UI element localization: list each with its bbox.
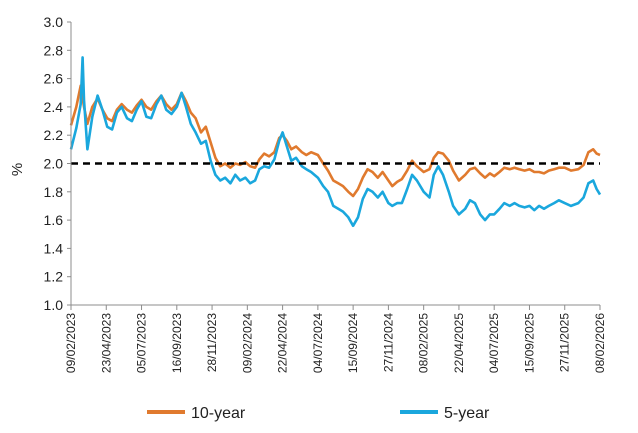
y-tick-label: 1.8 xyxy=(44,184,64,200)
x-tick-label: 27/11/2025 xyxy=(558,313,572,372)
x-tick-label: 05/07/2023 xyxy=(135,313,149,373)
y-tick-label: 2.2 xyxy=(44,127,64,143)
x-tick-label: 08/02/2025 xyxy=(417,313,431,373)
x-tick-label: 16/09/2023 xyxy=(170,313,184,373)
x-tick-label: 09/02/2023 xyxy=(64,313,78,373)
x-tick-label: 22/04/2025 xyxy=(452,313,466,373)
y-tick-label: 2.8 xyxy=(44,42,64,58)
x-tick-label: 15/09/2024 xyxy=(346,313,360,373)
x-axis: 09/02/2023 23/04/2023 05/07/2023 16/09/2023… xyxy=(64,304,607,373)
x-tick-label: 04/07/2025 xyxy=(487,313,501,373)
x-tick-label: 22/04/2024 xyxy=(276,313,290,373)
x-tick-label: 23/04/2023 xyxy=(99,313,113,373)
series-line-5-year xyxy=(69,56,602,228)
y-tick-label: 2.0 xyxy=(44,156,64,172)
y-tick-label: 1.0 xyxy=(44,297,64,313)
x-tick-label: 28/11/2023 xyxy=(205,313,219,372)
y-axis-label: % xyxy=(9,163,26,176)
x-tick-label: 04/07/2024 xyxy=(311,313,325,373)
x-tick-label: 08/02/2026 xyxy=(593,313,607,373)
y-tick-label: 3.0 xyxy=(44,14,64,30)
y-tick-label: 2.6 xyxy=(44,71,64,87)
y-tick-label: 1.2 xyxy=(44,269,64,285)
x-tick-label: 09/02/2024 xyxy=(240,313,254,373)
plot-area xyxy=(69,56,602,228)
x-tick-label: 27/11/2024 xyxy=(381,313,395,372)
legend: 10-year 5-year xyxy=(147,405,490,422)
y-tick-label: 2.4 xyxy=(44,99,64,115)
x-tick-label: 15/09/2025 xyxy=(522,313,536,373)
series-line-10-year xyxy=(69,84,601,198)
y-tick-label: 1.6 xyxy=(44,212,64,228)
legend-label-5-year: 5-year xyxy=(444,405,490,422)
y-axis: 1.0 1.2 1.4 1.6 1.8 2.0 2.2 2.4 2.6 2.8 3.0 xyxy=(44,14,72,313)
y-tick-label: 1.4 xyxy=(44,240,64,256)
legend-label-10-year: 10-year xyxy=(191,405,246,422)
